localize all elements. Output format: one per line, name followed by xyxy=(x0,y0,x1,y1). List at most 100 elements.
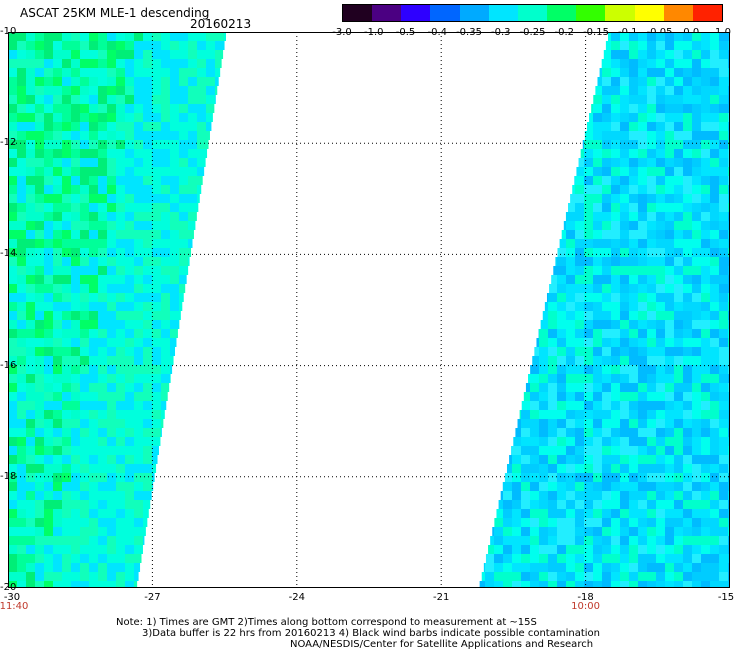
swath-cell xyxy=(692,104,701,113)
swath-cell xyxy=(116,518,125,527)
swath-cell xyxy=(8,176,17,185)
color-scale-bar xyxy=(342,4,723,22)
swath-cell xyxy=(665,455,674,464)
swath-cell xyxy=(35,140,44,149)
swath-cell xyxy=(71,437,80,446)
swath-cell xyxy=(620,77,629,86)
swath-cell xyxy=(542,311,548,320)
swath-cell xyxy=(620,347,629,356)
swath-cell xyxy=(647,347,656,356)
swath-cell xyxy=(656,473,665,482)
swath-cell xyxy=(35,158,44,167)
swath-cell xyxy=(602,122,611,131)
swath-cell xyxy=(17,518,26,527)
swath-cell xyxy=(719,338,728,347)
swath-cell xyxy=(575,563,584,572)
swath-cell xyxy=(125,509,134,518)
swath-cell xyxy=(710,374,719,383)
swath-cell xyxy=(665,464,674,473)
swath-cell xyxy=(674,113,683,122)
swath-cell xyxy=(170,203,179,212)
swath-cell xyxy=(98,563,107,572)
swath-cell xyxy=(584,248,593,257)
swath-cell xyxy=(35,167,44,176)
swath-cell xyxy=(647,194,656,203)
swath-cell xyxy=(53,581,62,588)
swath-cell xyxy=(125,95,134,104)
swath-cell xyxy=(602,446,611,455)
swath-cell xyxy=(188,221,196,230)
swath-cell xyxy=(719,140,728,149)
swath-cell xyxy=(599,68,602,77)
swath-cell xyxy=(80,419,89,428)
swath-cell xyxy=(575,338,584,347)
swath-cell xyxy=(692,464,701,473)
swath-cell xyxy=(80,509,89,518)
swath-cell xyxy=(134,293,143,302)
swath-cell xyxy=(197,95,206,104)
swath-cell xyxy=(566,275,575,284)
swath-cell xyxy=(71,509,80,518)
swath-cell xyxy=(35,554,44,563)
swath-cell xyxy=(548,500,557,509)
swath-cell xyxy=(107,149,116,158)
swath-cell xyxy=(53,230,62,239)
swath-cell xyxy=(566,401,575,410)
swath-cell xyxy=(719,563,728,572)
swath-cell xyxy=(647,149,656,158)
swath-cell xyxy=(656,563,665,572)
swath-cell xyxy=(89,59,98,68)
swath-cell xyxy=(620,536,629,545)
swath-cell xyxy=(125,77,134,86)
swath-cell xyxy=(80,167,89,176)
swath-cell xyxy=(557,338,566,347)
swath-cell xyxy=(206,59,215,68)
swath-cell xyxy=(8,383,17,392)
swath-cell xyxy=(530,464,539,473)
swath-cell xyxy=(143,176,152,185)
swath-cell xyxy=(80,329,89,338)
swath-cell xyxy=(647,302,656,311)
swath-cell xyxy=(71,284,80,293)
swath-cell xyxy=(548,401,557,410)
swath-cell xyxy=(557,527,566,536)
swath-cell xyxy=(62,95,71,104)
swath-cell xyxy=(674,455,683,464)
swath-cell xyxy=(602,131,611,140)
swath-cell xyxy=(701,320,710,329)
swath-cell xyxy=(701,185,710,194)
swath-cell xyxy=(602,455,611,464)
swath-cell xyxy=(179,104,188,113)
swath-cell xyxy=(620,473,629,482)
swath-cell xyxy=(62,563,71,572)
swath-cell xyxy=(539,374,548,383)
swath-cell xyxy=(620,491,629,500)
swath-cell xyxy=(188,113,197,122)
swath-cell xyxy=(116,437,125,446)
swath-cell xyxy=(98,275,107,284)
swath-cell xyxy=(62,527,71,536)
swath-cell xyxy=(53,437,62,446)
swath-cell xyxy=(134,527,143,536)
swath-cell xyxy=(692,95,701,104)
swath-cell xyxy=(170,59,179,68)
swath-cell xyxy=(701,68,710,77)
swath-cell xyxy=(584,428,593,437)
swath-cell xyxy=(566,392,575,401)
swath-cell xyxy=(557,491,566,500)
swath-cell xyxy=(701,248,710,257)
swath-cell xyxy=(152,437,161,446)
color-scale-segment xyxy=(634,5,664,21)
swath-cell xyxy=(44,428,53,437)
swath-cell xyxy=(557,266,566,275)
swath-cell xyxy=(620,401,629,410)
swath-cell xyxy=(179,32,188,41)
swath-cell xyxy=(602,320,611,329)
swath-cell xyxy=(548,446,557,455)
swath-cell xyxy=(71,347,80,356)
swath-cell xyxy=(26,383,35,392)
swath-cell xyxy=(683,221,692,230)
swath-cell xyxy=(26,446,35,455)
swath-cell xyxy=(35,464,44,473)
swath-cell xyxy=(638,437,647,446)
